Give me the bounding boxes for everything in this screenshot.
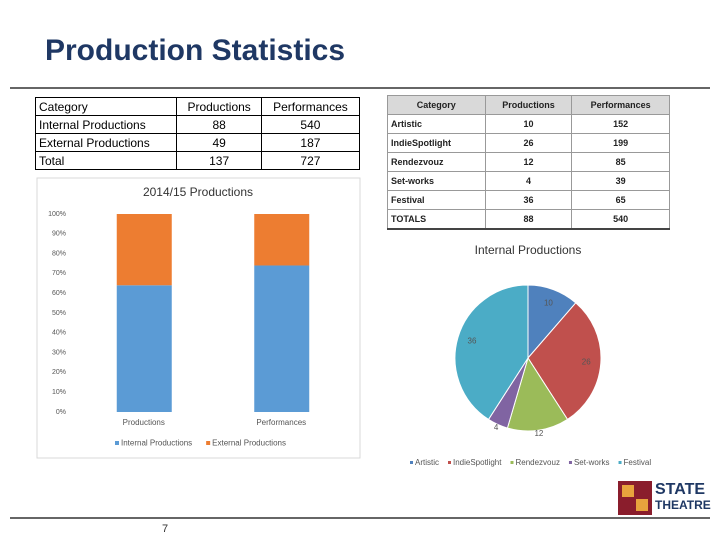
cell: 65 <box>571 190 670 210</box>
data-label: 12 <box>534 429 543 438</box>
cell: 88 <box>176 115 262 134</box>
header-row: Category Productions Performances <box>387 95 670 115</box>
row: IndieSpotlight 26 199 <box>387 133 670 153</box>
y-tick-label: 10% <box>52 389 66 396</box>
logo-text: STATE <box>655 481 705 498</box>
pie-slice <box>506 356 569 432</box>
legend-label: Artistic <box>415 458 439 467</box>
logo-icon <box>622 485 634 497</box>
bar <box>254 265 310 412</box>
cell: Productions <box>484 95 573 115</box>
bar <box>116 214 172 286</box>
legend-label: Festival <box>624 458 652 467</box>
row: Set-works 4 39 <box>387 171 670 191</box>
header-row: Category Productions Performances <box>34 97 361 116</box>
chart-title: 2014/15 Productions <box>143 185 253 199</box>
y-tick-label: 30% <box>52 349 66 356</box>
cell: 727 <box>260 151 361 170</box>
cell: 88 <box>484 209 573 230</box>
legend-swatch <box>568 461 572 464</box>
data-label: 10 <box>544 298 553 307</box>
cell: 540 <box>571 209 670 230</box>
data-label: 26 <box>582 357 591 366</box>
row: TOTALS 88 540 <box>387 209 670 230</box>
bar <box>116 285 172 412</box>
x-tick-label: Productions <box>123 418 165 427</box>
cell: 137 <box>176 151 262 170</box>
cell: 36 <box>484 190 573 210</box>
legend-label: Internal Productions <box>121 439 192 448</box>
y-tick-label: 20% <box>52 369 66 376</box>
row: Total 137 727 <box>34 151 361 170</box>
legend-label: Rendezvouz <box>515 458 559 467</box>
detail-table: Category Productions Performances Artistic 1… <box>387 95 670 230</box>
data-label: 4 <box>494 423 499 432</box>
pie-slice <box>454 284 529 421</box>
y-tick-label: 0% <box>56 409 66 416</box>
legend-swatch <box>410 461 413 464</box>
summary-table: Category Productions Performances Internal … <box>34 97 361 170</box>
legend-swatch <box>510 461 514 464</box>
logo-text: THEATRE <box>655 498 711 512</box>
y-tick-label: 90% <box>52 231 66 238</box>
legend-label: IndieSpotlight <box>453 458 502 467</box>
cell: Performances <box>571 95 670 115</box>
row: Festival 36 65 <box>387 190 670 210</box>
cell: Total <box>34 151 178 170</box>
legend-swatch <box>618 461 622 464</box>
y-tick-label: 40% <box>52 330 66 337</box>
y-tick-label: 60% <box>52 290 66 297</box>
logo-icon <box>636 499 648 511</box>
data-label: 36 <box>468 337 477 346</box>
x-tick-label: Performances <box>256 418 306 427</box>
legend-label: External Productions <box>212 439 286 448</box>
legend-swatch <box>115 441 119 445</box>
row: Internal Productions 88 540 <box>34 115 361 134</box>
row: External Productions 49 187 <box>34 133 361 152</box>
row: Artistic 10 152 <box>387 114 670 134</box>
page-number: 7 <box>162 523 168 535</box>
y-tick-label: 50% <box>52 310 66 317</box>
cell: Festival <box>387 190 486 210</box>
y-tick-label: 70% <box>52 270 66 277</box>
cell: Internal Productions <box>34 115 178 134</box>
chart-title: Internal Productions <box>475 243 582 257</box>
legend-label: Set-works <box>574 458 610 467</box>
cell: Category <box>387 95 486 115</box>
slide-title: Production Statistics <box>45 34 346 67</box>
legend-swatch <box>206 441 211 445</box>
bar <box>254 214 310 266</box>
chart-frame <box>36 177 361 459</box>
legend-swatch <box>448 461 451 464</box>
y-tick-label: 100% <box>48 211 66 218</box>
y-tick-label: 80% <box>52 250 66 257</box>
pie-slice <box>527 302 602 421</box>
cell: External Productions <box>34 133 178 152</box>
